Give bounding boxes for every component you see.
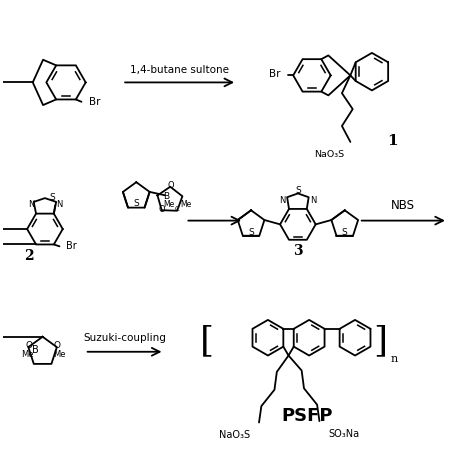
Text: N: N [310, 196, 317, 205]
Text: Br: Br [269, 70, 281, 80]
Text: 1: 1 [387, 134, 398, 148]
Text: Me: Me [53, 350, 66, 359]
Text: C: C [175, 206, 180, 212]
Text: N: N [279, 196, 286, 205]
Text: S: S [295, 186, 301, 195]
Text: n: n [390, 354, 398, 364]
Text: 3: 3 [293, 244, 303, 258]
Text: NaO₃S: NaO₃S [315, 150, 345, 159]
Text: O: O [54, 341, 61, 350]
Text: O: O [25, 341, 32, 350]
Text: S: S [133, 200, 139, 209]
Text: NaO₃S: NaO₃S [219, 430, 251, 440]
Text: SO₃Na: SO₃Na [328, 428, 359, 438]
Text: PSFP: PSFP [282, 408, 333, 425]
Text: B: B [164, 192, 170, 201]
Text: 1,4-butane sultone: 1,4-butane sultone [130, 65, 229, 75]
Text: 2: 2 [24, 249, 33, 263]
Text: N: N [56, 200, 62, 209]
Text: O: O [159, 205, 165, 214]
Text: S: S [248, 228, 254, 237]
Text: NBS: NBS [392, 199, 415, 212]
Text: S: S [342, 228, 347, 237]
Text: Me: Me [21, 350, 34, 359]
Text: Br: Br [66, 241, 77, 251]
Text: S: S [49, 193, 55, 201]
Text: N: N [28, 200, 34, 209]
Text: Br: Br [89, 97, 100, 107]
Text: Me: Me [163, 200, 174, 209]
Text: Me: Me [180, 200, 191, 209]
Text: O: O [167, 182, 174, 191]
Text: ]: ] [373, 325, 387, 358]
Text: Suzuki-coupling: Suzuki-coupling [83, 333, 166, 343]
Text: B: B [32, 345, 38, 355]
Text: [: [ [200, 325, 214, 358]
